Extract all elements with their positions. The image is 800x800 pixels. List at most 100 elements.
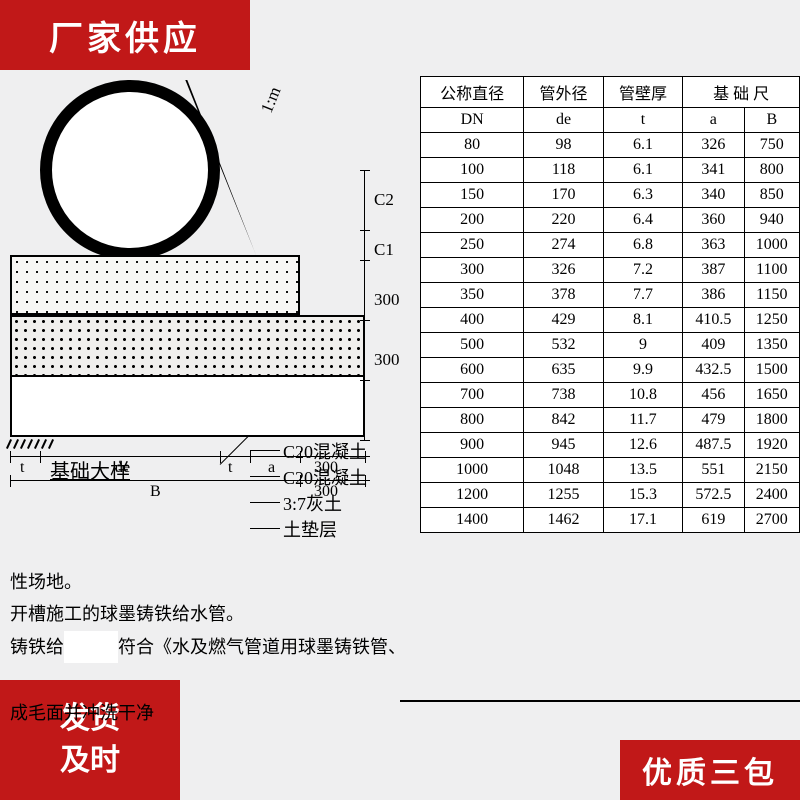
table-cell: 360	[683, 208, 744, 233]
table-cell: 350	[421, 283, 524, 308]
table-cell: 9	[603, 333, 682, 358]
table-cell: 572.5	[683, 483, 744, 508]
dim-300b: 300	[374, 350, 400, 370]
sh-de: de	[524, 108, 603, 133]
leader-37: 3:7灰土	[283, 490, 342, 516]
table-cell: 387	[683, 258, 744, 283]
table-cell: 2150	[744, 458, 799, 483]
dim-c1: C1	[374, 240, 394, 260]
table-cell: 1150	[744, 283, 799, 308]
table-row: 1001186.1341800	[421, 158, 800, 183]
dim-a: a	[268, 459, 275, 477]
table-cell: 409	[683, 333, 744, 358]
note-2: 开槽施工的球墨铸铁给水管。	[10, 598, 406, 630]
table-row: 80986.1326750	[421, 133, 800, 158]
ground-hatch	[8, 436, 78, 450]
note-4: 成毛面并冲洗干净	[10, 697, 406, 729]
dim-B: B	[150, 483, 161, 501]
table-row: 6006359.9432.51500	[421, 358, 800, 383]
table-cell: 1500	[744, 358, 799, 383]
dim-300a: 300	[374, 290, 400, 310]
table-cell: 700	[421, 383, 524, 408]
spec-table: 公称直径 管外径 管壁厚 基 础 尺 DN de t a B 80986.132…	[420, 76, 800, 533]
table-cell: 12.6	[603, 433, 682, 458]
table-cell: 1000	[421, 458, 524, 483]
pipe-ring	[40, 80, 220, 260]
dim-c2: C2	[374, 190, 394, 210]
table-cell: 17.1	[603, 508, 682, 533]
table-cell: 940	[744, 208, 799, 233]
table-cell: 2700	[744, 508, 799, 533]
table-row: 50053294091350	[421, 333, 800, 358]
table-cell: 1100	[744, 258, 799, 283]
table-cell: 1650	[744, 383, 799, 408]
table-cell: 1048	[524, 458, 603, 483]
table-row: 1000104813.55512150	[421, 458, 800, 483]
table-cell: 410.5	[683, 308, 744, 333]
bedding-layer-mid	[10, 315, 365, 377]
table-row: 90094512.6487.51920	[421, 433, 800, 458]
table-cell: 635	[524, 358, 603, 383]
note-3: 铸铁给水管应符合《水及燃气管道用球墨铸铁管、	[10, 631, 406, 663]
table-row: 3503787.73861150	[421, 283, 800, 308]
table-cell: 341	[683, 158, 744, 183]
table-cell: 10.8	[603, 383, 682, 408]
slope-label: 1:m	[257, 84, 285, 116]
table-cell: 432.5	[683, 358, 744, 383]
table-cell: 429	[524, 308, 603, 333]
leader-soil: 土垫层	[283, 516, 337, 542]
leader-c20b: C20混凝土	[283, 464, 367, 490]
table-cell: 363	[683, 233, 744, 258]
foundation-diagram: 1:m C2 C1 300 300 t de t a 300 B 300	[0, 60, 400, 480]
table-cell: 118	[524, 158, 603, 183]
th-de-label: 管外径	[524, 77, 603, 108]
diagram-caption: 基础大样	[50, 455, 130, 484]
table-cell: 274	[524, 233, 603, 258]
table-row: 1400146217.16192700	[421, 508, 800, 533]
table-cell: 6.8	[603, 233, 682, 258]
table-row: 1200125515.3572.52400	[421, 483, 800, 508]
sh-t: t	[603, 108, 682, 133]
table-cell: 479	[683, 408, 744, 433]
bedding-layer-upper	[10, 255, 300, 315]
th-dn-label: 公称直径	[421, 77, 524, 108]
table-cell: 170	[524, 183, 603, 208]
table-cell: 6.3	[603, 183, 682, 208]
th-base-dim: 基 础 尺	[683, 77, 800, 108]
table-cell: 150	[421, 183, 524, 208]
table-row: 2002206.4360940	[421, 208, 800, 233]
table-row: 70073810.84561650	[421, 383, 800, 408]
table-cell: 532	[524, 333, 603, 358]
table-cell: 945	[524, 433, 603, 458]
table-cell: 800	[744, 158, 799, 183]
dim-vertical-line	[364, 170, 365, 440]
table-row: 4004298.1410.51250	[421, 308, 800, 333]
leader-line-1b	[250, 450, 280, 451]
dim-t1: t	[20, 459, 24, 477]
table-cell: 551	[683, 458, 744, 483]
leader-line-2	[250, 476, 280, 477]
leader-line-3	[250, 502, 280, 503]
table-cell: 386	[683, 283, 744, 308]
table-cell: 1000	[744, 233, 799, 258]
table-cell: 1255	[524, 483, 603, 508]
rule-line	[400, 700, 800, 702]
table-cell: 250	[421, 233, 524, 258]
table-cell: 7.2	[603, 258, 682, 283]
table-cell: 456	[683, 383, 744, 408]
table-cell: 600	[421, 358, 524, 383]
table-cell: 6.1	[603, 133, 682, 158]
table-cell: 400	[421, 308, 524, 333]
table-cell: 378	[524, 283, 603, 308]
sh-B: B	[744, 108, 799, 133]
table-cell: 1250	[744, 308, 799, 333]
table-cell: 850	[744, 183, 799, 208]
table-cell: 900	[421, 433, 524, 458]
table-cell: 100	[421, 158, 524, 183]
dim-t2: t	[228, 459, 232, 477]
table-cell: 9.9	[603, 358, 682, 383]
table-cell: 1800	[744, 408, 799, 433]
table-cell: 300	[421, 258, 524, 283]
table-row: 1501706.3340850	[421, 183, 800, 208]
table-cell: 13.5	[603, 458, 682, 483]
